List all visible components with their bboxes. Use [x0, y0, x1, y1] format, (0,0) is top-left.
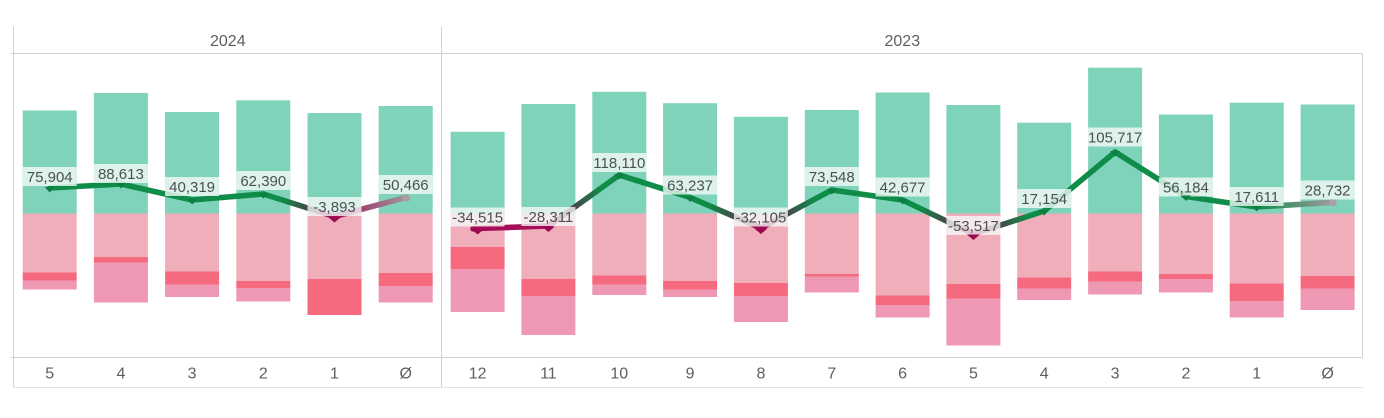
- svg-text:2: 2: [259, 366, 268, 383]
- svg-text:17,154: 17,154: [1021, 191, 1067, 208]
- svg-text:-32,105: -32,105: [735, 210, 786, 227]
- svg-text:2023: 2023: [885, 33, 921, 50]
- svg-text:88,613: 88,613: [98, 166, 144, 183]
- svg-text:50,466: 50,466: [383, 177, 429, 194]
- svg-text:2024: 2024: [210, 33, 246, 50]
- svg-text:-28,311: -28,311: [524, 209, 574, 226]
- svg-text:5: 5: [45, 366, 54, 383]
- svg-text:11: 11: [540, 366, 557, 383]
- svg-text:40,319: 40,319: [169, 179, 215, 196]
- svg-text:1: 1: [1252, 366, 1261, 383]
- svg-text:12: 12: [469, 366, 487, 383]
- svg-text:10: 10: [610, 366, 628, 383]
- svg-text:63,237: 63,237: [667, 178, 713, 195]
- svg-text:105,717: 105,717: [1088, 130, 1142, 147]
- svg-text:3: 3: [1111, 366, 1120, 383]
- svg-text:1: 1: [330, 366, 339, 383]
- svg-text:9: 9: [686, 366, 695, 383]
- svg-text:-3,893: -3,893: [313, 199, 356, 216]
- svg-text:8: 8: [756, 366, 765, 383]
- svg-text:6: 6: [898, 366, 907, 383]
- svg-text:4: 4: [1040, 366, 1049, 383]
- svg-text:56,184: 56,184: [1163, 180, 1209, 197]
- svg-text:62,390: 62,390: [240, 173, 286, 190]
- svg-text:7: 7: [827, 366, 836, 383]
- svg-text:-53,517: -53,517: [948, 218, 999, 235]
- svg-text:Ø: Ø: [1321, 366, 1333, 383]
- svg-text:42,677: 42,677: [880, 180, 926, 197]
- svg-text:4: 4: [116, 366, 125, 383]
- svg-text:Ø: Ø: [399, 366, 411, 383]
- svg-text:17,611: 17,611: [1234, 189, 1279, 206]
- svg-text:-34,515: -34,515: [452, 210, 503, 227]
- svg-text:3: 3: [188, 366, 197, 383]
- svg-text:2: 2: [1181, 366, 1190, 383]
- svg-text:73,548: 73,548: [809, 169, 855, 186]
- svg-text:118,110: 118,110: [593, 155, 645, 172]
- svg-text:28,732: 28,732: [1305, 183, 1351, 200]
- svg-text:5: 5: [969, 366, 978, 383]
- svg-text:75,904: 75,904: [27, 169, 73, 186]
